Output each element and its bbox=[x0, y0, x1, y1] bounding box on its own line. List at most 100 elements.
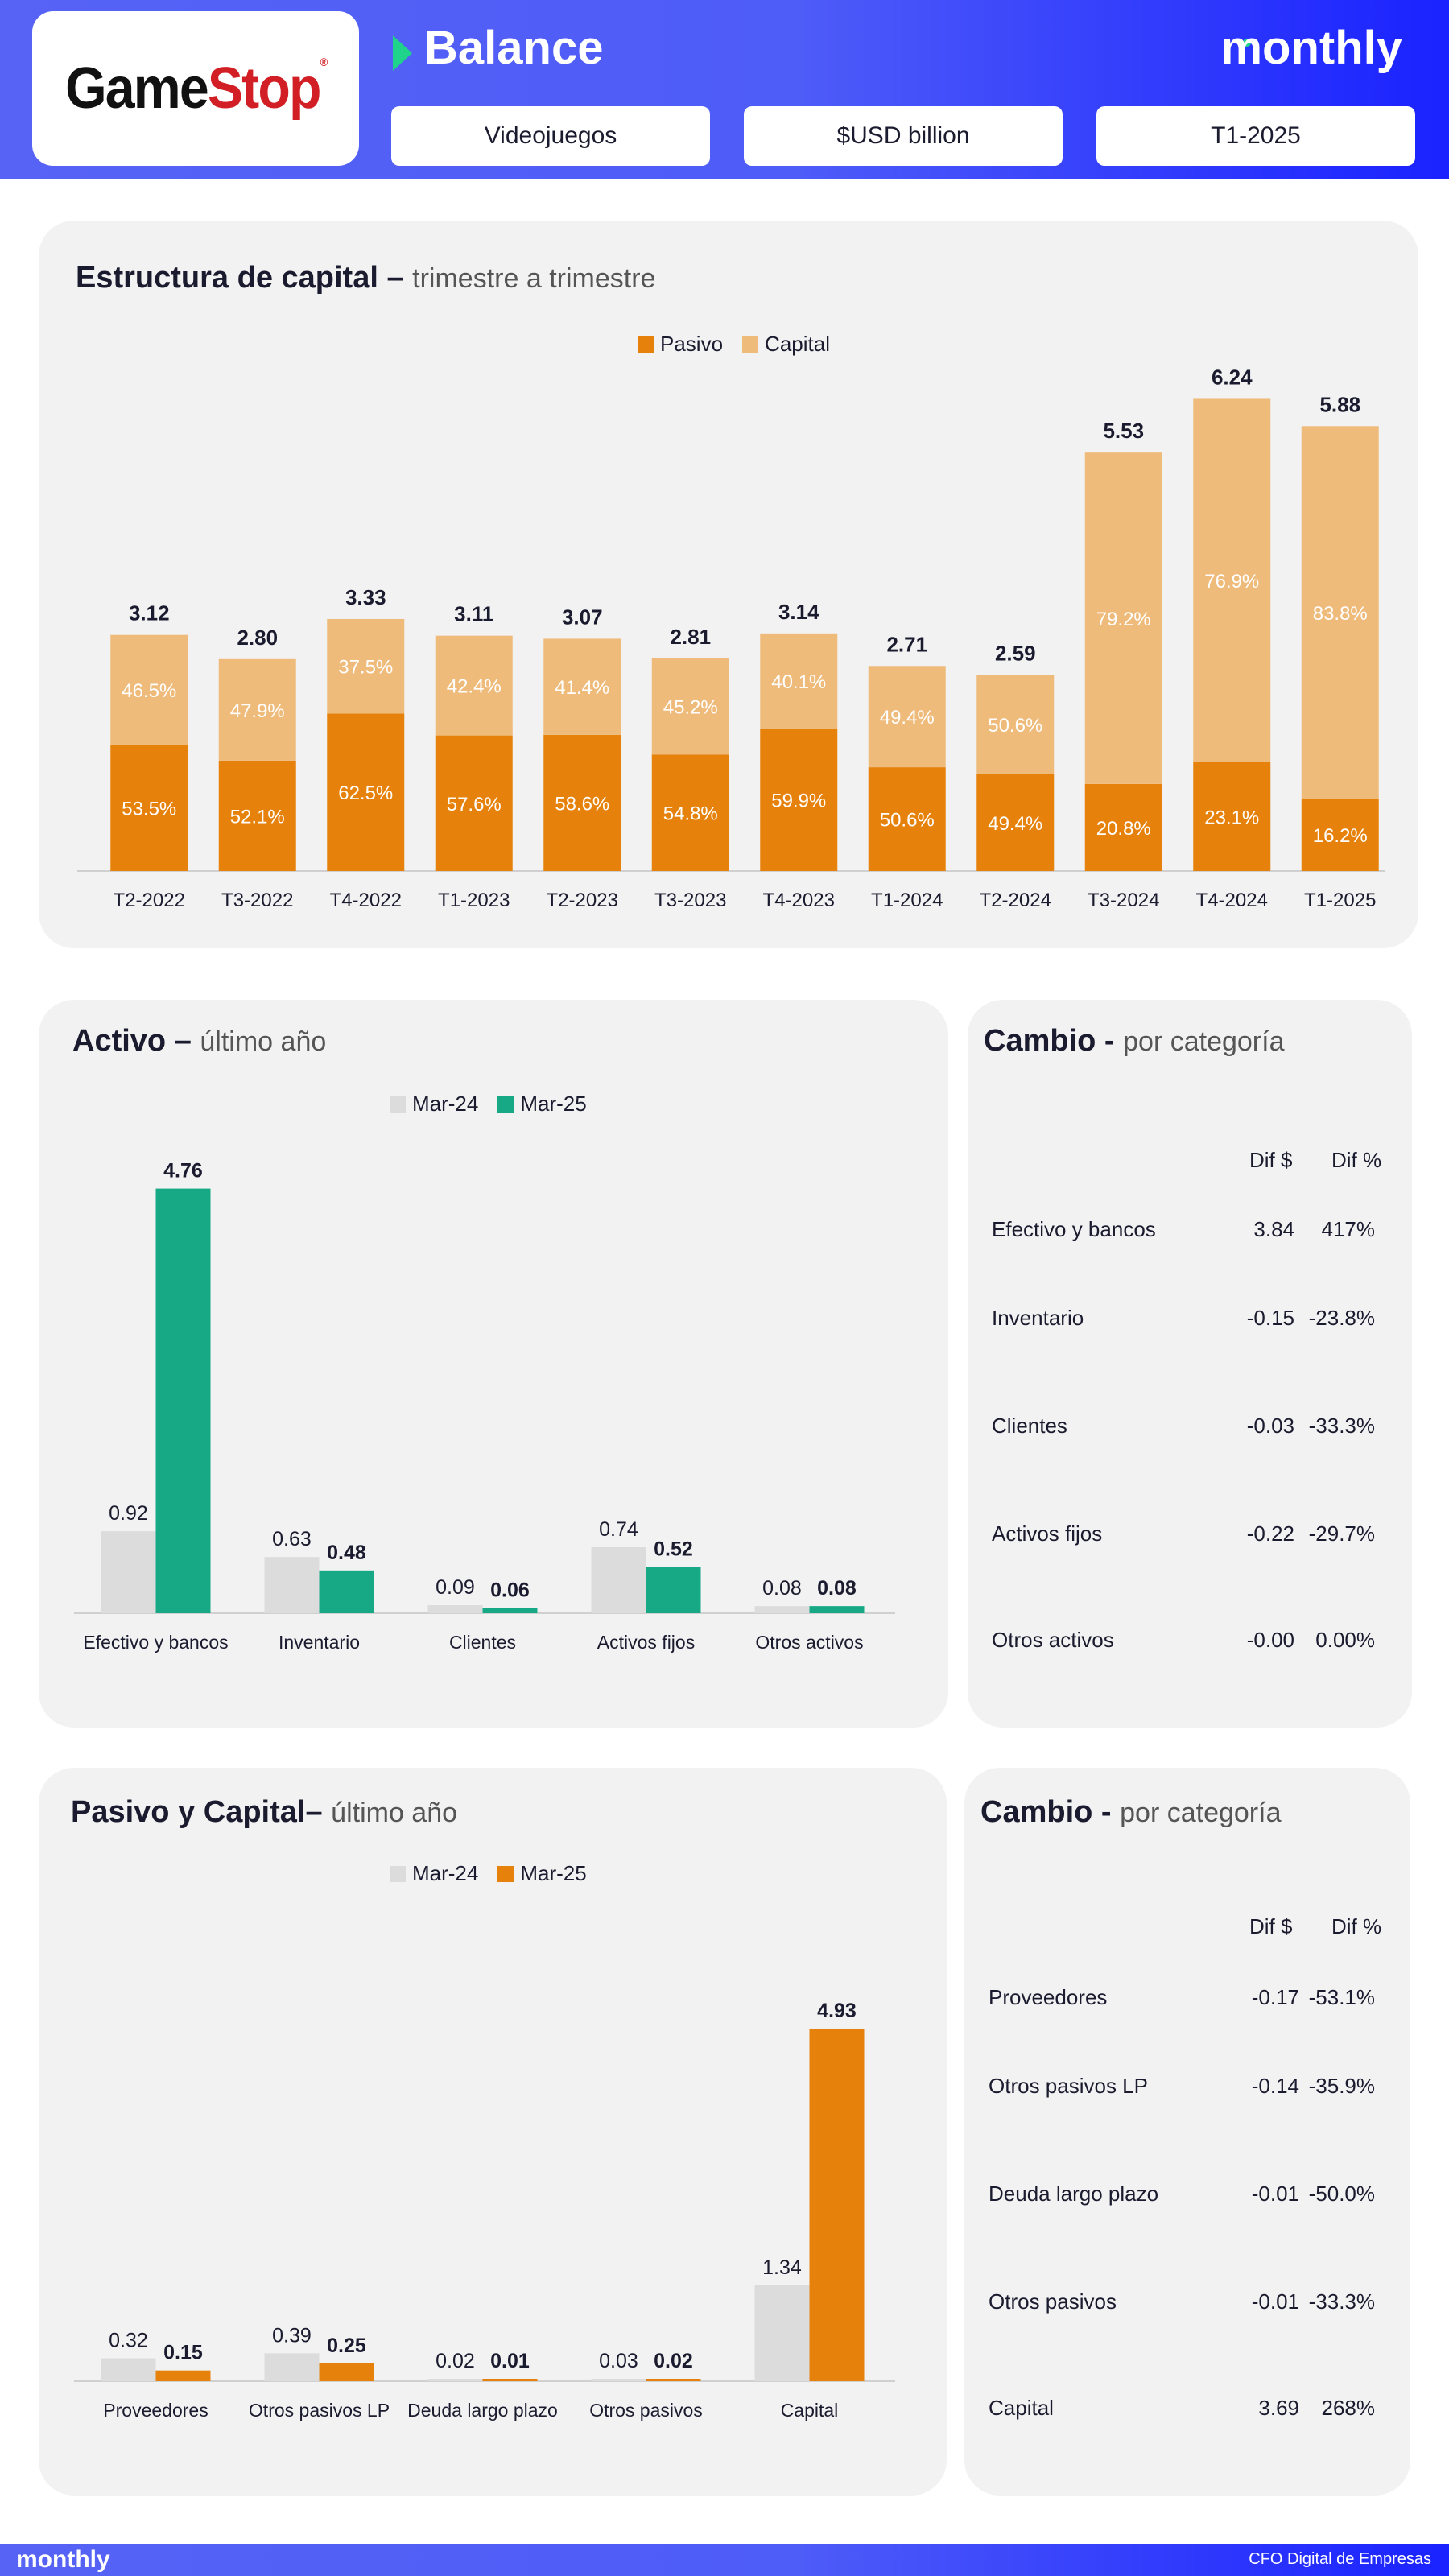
bar-label-pasivo: 23.1% bbox=[1204, 807, 1259, 828]
bar-label-capital: 41.4% bbox=[555, 677, 609, 699]
value-label-mar25: 0.08 bbox=[817, 1577, 857, 1600]
change-row-dif: -0.15 bbox=[1246, 1306, 1294, 1330]
x-tick-label: T3-2023 bbox=[654, 890, 726, 911]
bar-label-pasivo: 49.4% bbox=[988, 813, 1042, 835]
bar-mar25 bbox=[319, 1570, 374, 1613]
legend-swatch-mar24 bbox=[390, 1096, 406, 1113]
bar-label-pasivo: 57.6% bbox=[447, 794, 502, 815]
value-label-mar25: 4.93 bbox=[817, 2000, 857, 2022]
change-row-dif: -0.00 bbox=[1246, 1628, 1294, 1652]
change-row-pct: -33.3% bbox=[1308, 2289, 1375, 2314]
bar-total-label: 3.14 bbox=[778, 600, 819, 624]
legend-label-mar25-p: Mar-25 bbox=[520, 1861, 587, 1885]
logo-card: GameStop® bbox=[32, 11, 359, 166]
bar-capital bbox=[218, 658, 296, 761]
pasivo-card: Pasivo y Capital– último año Mar-24 Mar-… bbox=[39, 1768, 947, 2496]
value-label-mar24: 0.03 bbox=[599, 2350, 638, 2372]
bar-total-label: 3.12 bbox=[129, 601, 170, 625]
bar-total-label: 2.71 bbox=[886, 632, 927, 656]
x-tick-label: Proveedores bbox=[103, 2400, 208, 2421]
change-row-label: Clientes bbox=[992, 1414, 1067, 1438]
x-tick-label: T1-2024 bbox=[871, 890, 943, 911]
bar-total-label: 2.81 bbox=[670, 625, 711, 649]
activo-title-main: Activo – bbox=[72, 1024, 192, 1058]
change-row-dif: -0.17 bbox=[1251, 1985, 1299, 2009]
change-row-label: Capital bbox=[989, 2396, 1054, 2420]
legend-swatch-mar25 bbox=[497, 1096, 514, 1113]
legend-swatch-mar24-p bbox=[390, 1865, 406, 1882]
bar-label-capital: 46.5% bbox=[122, 680, 176, 702]
change-row-dif: -0.01 bbox=[1251, 2289, 1299, 2314]
bar-capital bbox=[435, 635, 513, 736]
bar-label-capital: 45.2% bbox=[663, 697, 718, 719]
value-label-mar25: 0.48 bbox=[327, 1542, 366, 1564]
legend-label-mar24: Mar-24 bbox=[412, 1092, 479, 1116]
activo-title: Activo – último año bbox=[72, 1024, 326, 1059]
value-label-mar25: 0.06 bbox=[490, 1579, 530, 1601]
bar-capital bbox=[651, 658, 729, 755]
pasivo-change-title: Cambio - por categoría bbox=[980, 1795, 1281, 1830]
change-row-pct: -35.9% bbox=[1308, 2074, 1375, 2098]
x-tick-label: T2-2022 bbox=[114, 890, 185, 911]
capital-structure-title-main: Estructura de capital – bbox=[76, 261, 404, 295]
bar-mar25 bbox=[646, 1567, 701, 1613]
bar-label-pasivo: 59.9% bbox=[771, 791, 826, 812]
bar-capital bbox=[327, 618, 405, 714]
legend-item-mar25: Mar-25 bbox=[497, 1092, 587, 1117]
bar-mar25 bbox=[809, 1606, 865, 1613]
x-tick-label: T1-2023 bbox=[438, 890, 510, 911]
bar-mar25 bbox=[155, 2370, 211, 2381]
bar-capital bbox=[1301, 426, 1379, 799]
change-row-pct: 417% bbox=[1321, 1217, 1376, 1241]
bar-label-pasivo: 50.6% bbox=[880, 810, 935, 832]
bar-pasivo bbox=[1193, 762, 1271, 871]
bar-pasivo bbox=[976, 774, 1055, 871]
bar-mar24 bbox=[101, 2358, 156, 2381]
value-label-mar25: 4.76 bbox=[163, 1160, 203, 1183]
capital-structure-legend: Pasivo Capital bbox=[638, 332, 849, 357]
bar-total-label: 5.88 bbox=[1319, 392, 1360, 416]
pasivo-title-main: Pasivo y Capital– bbox=[71, 1795, 323, 1829]
bar-pasivo bbox=[760, 729, 838, 871]
bar-capital bbox=[1193, 398, 1271, 762]
bar-total-label: 5.53 bbox=[1103, 419, 1144, 443]
pasivo-change-card: Cambio - por categoría Dif $ Dif % Prove… bbox=[964, 1768, 1410, 2496]
value-label-mar24: 0.74 bbox=[599, 1518, 638, 1541]
bar-capital bbox=[543, 638, 621, 735]
change-row-label: Proveedores bbox=[989, 1985, 1108, 2009]
change-row: Capital 3.69 268% bbox=[964, 2396, 1410, 2428]
change-row: Activos fijos -0.22 -29.7% bbox=[968, 1521, 1412, 1554]
bar-label-capital: 50.6% bbox=[988, 715, 1042, 737]
x-tick-label: Otros pasivos bbox=[589, 2400, 703, 2421]
bar-mar24 bbox=[264, 2353, 320, 2381]
x-tick-label: T1-2025 bbox=[1304, 890, 1376, 911]
bar-pasivo bbox=[435, 735, 513, 871]
change-row-dif: -0.22 bbox=[1246, 1521, 1294, 1546]
x-tick-label: Clientes bbox=[449, 1632, 516, 1653]
bar-capital bbox=[760, 633, 838, 729]
legend-item-mar25-p: Mar-25 bbox=[497, 1861, 587, 1886]
bar-label-capital: 49.4% bbox=[880, 707, 935, 729]
header-bar: GameStop® Balance monthly Videojuegos $U… bbox=[0, 0, 1449, 179]
bar-pasivo bbox=[1084, 783, 1162, 871]
bar-pasivo bbox=[1301, 799, 1379, 871]
pasivo-chart: 0.32 0.15 Proveedores 0.39 0.25 Otros pasivos… bbox=[74, 2000, 895, 2421]
legend-item-mar24: Mar-24 bbox=[390, 1092, 478, 1117]
bar-label-capital: 76.9% bbox=[1204, 571, 1259, 592]
value-label-mar24: 1.34 bbox=[762, 2256, 802, 2279]
change-row-dif: -0.01 bbox=[1251, 2182, 1299, 2206]
bar-mar25 bbox=[809, 2028, 865, 2381]
change-row-dif: 3.84 bbox=[1253, 1217, 1294, 1241]
bar-label-pasivo: 16.2% bbox=[1313, 825, 1368, 847]
legend-item-pasivo: Pasivo bbox=[638, 332, 723, 357]
bar-mar25 bbox=[482, 1608, 538, 1613]
change-row: Otros pasivos LP -0.14 -35.9% bbox=[964, 2074, 1410, 2106]
legend-label-capital: Capital bbox=[765, 332, 830, 356]
legend-swatch-pasivo bbox=[638, 336, 654, 353]
legend-label-mar24-p: Mar-24 bbox=[412, 1861, 479, 1885]
change-row-pct: -23.8% bbox=[1308, 1306, 1375, 1330]
value-label-mar24: 0.63 bbox=[272, 1528, 312, 1550]
bar-pasivo bbox=[543, 734, 621, 871]
capital-structure-title: Estructura de capital – trimestre a trim… bbox=[76, 261, 655, 295]
bar-pasivo bbox=[651, 754, 729, 871]
